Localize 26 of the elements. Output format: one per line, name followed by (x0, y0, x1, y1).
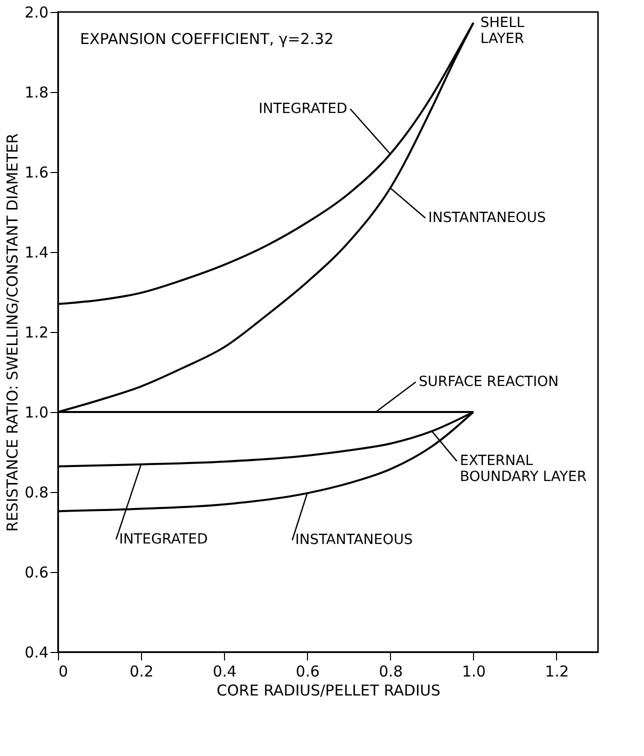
annotation: INSTANTANEOUS (295, 532, 413, 548)
y-tick-label: 0.4 (24, 644, 48, 662)
y-tick-label: 1.8 (24, 84, 48, 102)
y-tick-label: 2.0 (24, 4, 48, 22)
y-tick-label: 1.6 (24, 164, 48, 182)
x-tick-label: 1.2 (545, 662, 569, 680)
y-axis-title: RESISTANCE RATIO: SWELLING/CONSTANT DIAMETER (4, 133, 22, 532)
y-tick-label: 0.6 (24, 564, 48, 582)
annotation: SURFACE REACTION (418, 374, 559, 390)
y-tick-label: 0.8 (24, 484, 48, 502)
x-tick-label: 0.2 (130, 662, 154, 680)
y-tick-label: 1.4 (24, 244, 48, 262)
x-tick-label: 0.6 (296, 662, 320, 680)
annotation: INSTANTANEOUS (428, 210, 546, 226)
x-axis-title: CORE RADIUS/PELLET RADIUS (216, 682, 440, 700)
x-tick-label: 1.0 (462, 662, 486, 680)
annotation: INTEGRATED (119, 531, 208, 548)
annotation: EXPANSION COEFFICIENT, γ=2.32 (80, 30, 334, 48)
annotation: INTEGRATED (258, 101, 348, 117)
annotation: SHELL LAYER (480, 14, 524, 47)
y-tick-label: 1.2 (24, 324, 48, 342)
x-tick-label: 0 (58, 662, 68, 680)
x-tick-label: 0.8 (378, 662, 403, 680)
annotation: EXTERNAL BOUNDARY LAYER (460, 453, 587, 486)
x-tick-label: 0.4 (212, 662, 237, 680)
y-tick-label: 1.0 (24, 404, 48, 422)
